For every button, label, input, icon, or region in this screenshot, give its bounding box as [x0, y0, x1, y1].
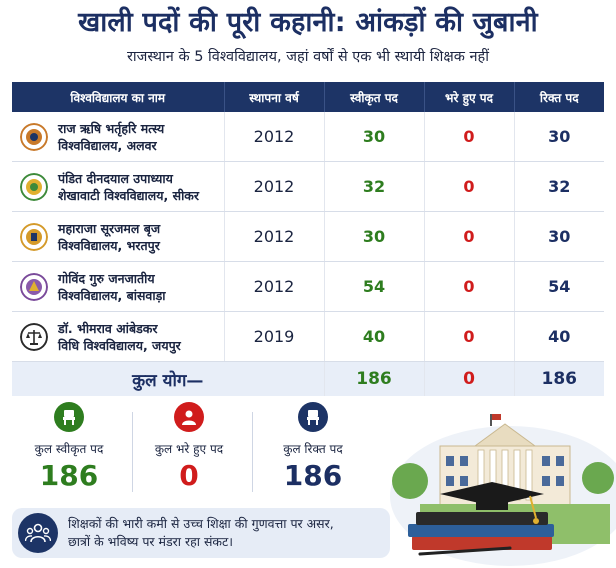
- university-emblem-icon: [20, 172, 48, 201]
- year-cell: 2012: [224, 161, 325, 212]
- impact-banner: शिक्षकों की भारी कमी से उच्च शिक्षा की ग…: [12, 508, 390, 558]
- vacant-cell: 54: [514, 261, 604, 312]
- university-cell: राज ऋषि भर्तृहरि मत्स्य विश्वविद्यालय, अल…: [12, 112, 225, 162]
- year-cell: 2012: [224, 112, 325, 162]
- total-label: कुल योग—: [12, 361, 325, 396]
- university-emblem-icon: [20, 222, 48, 251]
- stat-value: 186: [283, 459, 343, 492]
- university-name-line2: शेखावाटी विश्वविद्यालय, सीकर: [58, 187, 200, 203]
- university-emblem-icon: [20, 122, 48, 151]
- filled-cell: 0: [424, 161, 515, 212]
- university-cell: डॉ. भीमराव आंबेडकर विधि विश्वविद्यालय, जय…: [12, 311, 225, 362]
- col-header-sanctioned: स्वीकृत पद: [324, 82, 425, 112]
- vacant-cell: 30: [514, 211, 604, 262]
- filled-cell: 0: [424, 261, 515, 312]
- vacant-cell: 30: [514, 112, 604, 162]
- sanctioned-cell: 40: [324, 311, 425, 362]
- stat-value: 186: [39, 459, 99, 492]
- total-filled: 0: [424, 361, 515, 396]
- group-icon: [18, 513, 58, 553]
- university-name-line1: पंडित दीनदयाल उपाध्याय: [58, 170, 173, 186]
- university-name-line1: महाराजा सूरजमल बृज: [58, 220, 161, 236]
- col-header-vacant: रिक्त पद: [514, 82, 604, 112]
- page-title: खाली पदों की पूरी कहानी: आंकड़ों की जुबा…: [78, 7, 538, 38]
- stat-label: कुल स्वीकृत पद: [34, 442, 104, 456]
- divider: [132, 412, 133, 492]
- stat-sanctioned: कुल स्वीकृत पद 186: [10, 402, 128, 492]
- filled-cell: 0: [424, 112, 515, 162]
- sanctioned-cell: 54: [324, 261, 425, 312]
- filled-cell: 0: [424, 211, 515, 262]
- university-name-line1: गोविंद गुरु जनजातीय: [58, 270, 155, 286]
- table-row: महाराजा सूरजमल बृज विश्वविद्यालय, भरतपुर …: [12, 211, 604, 262]
- table-row: राज ऋषि भर्तृहरि मत्स्य विश्वविद्यालय, अल…: [12, 112, 604, 162]
- university-cell: पंडित दीनदयाल उपाध्याय शेखावाटी विश्वविद्…: [12, 161, 225, 212]
- col-header-filled: भरे हुए पद: [424, 82, 515, 112]
- total-sanctioned: 186: [324, 361, 425, 396]
- table-row: गोविंद गुरु जनजातीय विश्वविद्यालय, बांसवा…: [12, 261, 604, 312]
- stat-value: 0: [179, 459, 199, 492]
- year-cell: 2019: [224, 311, 325, 362]
- vacant-cell: 32: [514, 161, 604, 212]
- university-name-line2: विधि विश्वविद्यालय, जयपुर: [58, 337, 181, 353]
- university-name-line2: विश्वविद्यालय, अलवर: [58, 137, 157, 153]
- scales-of-justice-icon: [20, 322, 48, 351]
- sanctioned-cell: 30: [324, 211, 425, 262]
- page-subtitle: राजस्थान के 5 विश्वविद्यालय, जहां वर्षों…: [126, 49, 490, 65]
- table-row: डॉ. भीमराव आंबेडकर विधि विश्वविद्यालय, जय…: [12, 311, 604, 362]
- divider: [252, 412, 253, 492]
- total-row: कुल योग— 186 0 186: [12, 361, 604, 396]
- col-header-year: स्थापना वर्ष: [224, 82, 325, 112]
- sanctioned-cell: 30: [324, 112, 425, 162]
- university-name-line1: डॉ. भीमराव आंबेडकर: [58, 320, 158, 336]
- vacancy-table: विश्वविद्यालय का नाम स्थापना वर्ष स्वीकृ…: [12, 82, 604, 396]
- table-header-row: विश्वविद्यालय का नाम स्थापना वर्ष स्वीकृ…: [12, 82, 604, 112]
- stat-vacant: कुल रिक्त पद 186: [254, 402, 372, 492]
- chair-icon: [54, 402, 84, 432]
- banner-line1: शिक्षकों की भारी कमी से उच्च शिक्षा की ग…: [68, 516, 334, 531]
- year-cell: 2012: [224, 211, 325, 262]
- university-name-line2: विश्वविद्यालय, बांसवाड़ा: [58, 287, 166, 303]
- university-name-line1: राज ऋषि भर्तृहरि मत्स्य: [58, 120, 165, 136]
- person-icon: [174, 402, 204, 432]
- stat-filled: कुल भरे हुए पद 0: [130, 402, 248, 492]
- university-name-line2: विश्वविद्यालय, भरतपुर: [58, 237, 160, 253]
- stat-label: कुल रिक्त पद: [283, 442, 343, 456]
- university-emblem-icon: [20, 272, 48, 301]
- vacant-cell: 40: [514, 311, 604, 362]
- chair-icon: [298, 402, 328, 432]
- filled-cell: 0: [424, 311, 515, 362]
- sanctioned-cell: 32: [324, 161, 425, 212]
- university-cell: गोविंद गुरु जनजातीय विश्वविद्यालय, बांसवा…: [12, 261, 225, 312]
- university-cell: महाराजा सूरजमल बृज विश्वविद्यालय, भरतपुर: [12, 211, 225, 262]
- stat-label: कुल भरे हुए पद: [154, 442, 224, 456]
- table-row: पंडित दीनदयाल उपाध्याय शेखावाटी विश्वविद्…: [12, 161, 604, 212]
- col-header-university: विश्वविद्यालय का नाम: [12, 82, 225, 112]
- banner-line2: छात्रों के भविष्य पर मंडरा रहा संकट।: [68, 534, 234, 549]
- total-vacant: 186: [514, 361, 604, 396]
- year-cell: 2012: [224, 261, 325, 312]
- university-building-illustration: [390, 414, 616, 566]
